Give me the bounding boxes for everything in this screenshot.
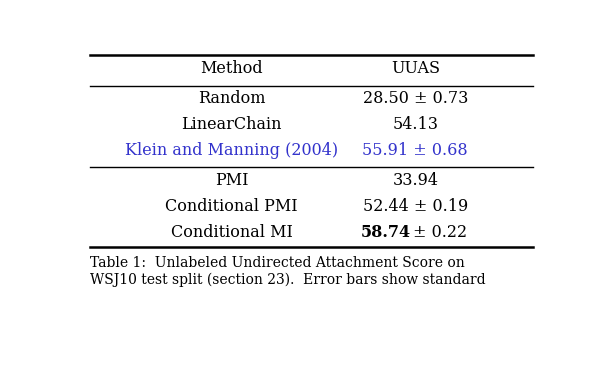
Text: LinearChain: LinearChain: [181, 116, 282, 133]
Text: Table 1:  Unlabeled Undirected Attachment Score on
WSJ10 test split (section 23): Table 1: Unlabeled Undirected Attachment…: [90, 256, 486, 286]
Text: Conditional MI: Conditional MI: [171, 224, 292, 241]
Text: 55.91 ± 0.68: 55.91 ± 0.68: [362, 142, 468, 159]
Text: 52.44 ± 0.19: 52.44 ± 0.19: [362, 198, 468, 215]
Text: 33.94: 33.94: [392, 171, 438, 189]
Text: 28.50 ± 0.73: 28.50 ± 0.73: [362, 90, 468, 107]
Text: UUAS: UUAS: [391, 60, 440, 78]
Text: 54.13: 54.13: [392, 116, 438, 133]
Text: 58.74: 58.74: [361, 224, 410, 241]
Text: Random: Random: [198, 90, 265, 107]
Text: ± 0.22: ± 0.22: [413, 224, 467, 241]
Text: Klein and Manning (2004): Klein and Manning (2004): [125, 142, 338, 159]
Text: Method: Method: [200, 60, 263, 78]
Text: PMI: PMI: [215, 171, 248, 189]
Text: Conditional PMI: Conditional PMI: [165, 198, 298, 215]
